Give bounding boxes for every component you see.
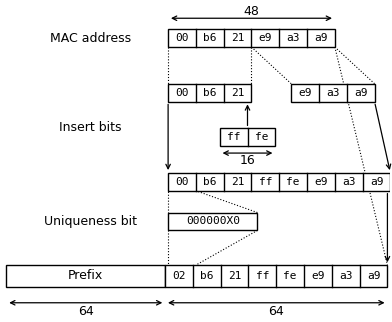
Text: Insert bits: Insert bits bbox=[60, 121, 122, 134]
Bar bbox=[220, 128, 275, 146]
Text: e9: e9 bbox=[259, 33, 272, 43]
Bar bbox=[6, 265, 165, 287]
Text: a9: a9 bbox=[354, 88, 367, 98]
Text: 21: 21 bbox=[231, 33, 244, 43]
Bar bbox=[168, 173, 390, 191]
Text: 00: 00 bbox=[175, 33, 189, 43]
Text: 21: 21 bbox=[231, 88, 244, 98]
Bar bbox=[165, 265, 387, 287]
Text: e9: e9 bbox=[298, 88, 312, 98]
Bar bbox=[291, 84, 374, 101]
Text: Prefix: Prefix bbox=[68, 270, 103, 282]
Text: 02: 02 bbox=[172, 271, 186, 281]
Text: 21: 21 bbox=[228, 271, 241, 281]
Text: e9: e9 bbox=[314, 177, 328, 187]
Text: b6: b6 bbox=[203, 88, 216, 98]
Text: fe: fe bbox=[255, 132, 268, 142]
Text: fe: fe bbox=[287, 177, 300, 187]
Bar bbox=[168, 213, 258, 231]
Text: b6: b6 bbox=[203, 33, 216, 43]
Text: Uniqueness bit: Uniqueness bit bbox=[44, 215, 137, 228]
Text: a9: a9 bbox=[370, 177, 383, 187]
Text: a3: a3 bbox=[326, 88, 339, 98]
Text: 000000X0: 000000X0 bbox=[186, 216, 240, 226]
Text: a9: a9 bbox=[367, 271, 380, 281]
Text: b6: b6 bbox=[200, 271, 214, 281]
Text: 00: 00 bbox=[175, 88, 189, 98]
Text: 48: 48 bbox=[243, 5, 260, 18]
Text: 64: 64 bbox=[269, 305, 284, 318]
Text: 64: 64 bbox=[78, 305, 94, 318]
Text: a3: a3 bbox=[287, 33, 300, 43]
Text: a3: a3 bbox=[342, 177, 356, 187]
Text: 16: 16 bbox=[240, 155, 255, 167]
Text: b6: b6 bbox=[203, 177, 216, 187]
Text: ff: ff bbox=[227, 132, 240, 142]
Text: 21: 21 bbox=[231, 177, 244, 187]
Text: MAC address: MAC address bbox=[50, 32, 131, 44]
Text: ff: ff bbox=[256, 271, 269, 281]
Text: fe: fe bbox=[283, 271, 297, 281]
Bar bbox=[168, 29, 335, 47]
Text: a9: a9 bbox=[314, 33, 328, 43]
Text: a3: a3 bbox=[339, 271, 352, 281]
Text: ff: ff bbox=[259, 177, 272, 187]
Bar bbox=[168, 84, 252, 101]
Text: 00: 00 bbox=[175, 177, 189, 187]
Text: e9: e9 bbox=[311, 271, 325, 281]
